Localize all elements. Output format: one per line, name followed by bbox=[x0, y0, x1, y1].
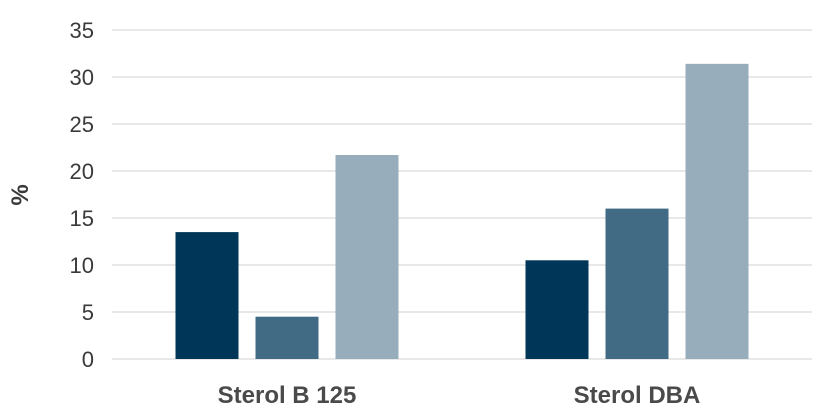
bar-series-1 bbox=[525, 260, 589, 359]
category-label: Sterol DBA bbox=[574, 382, 701, 408]
bar-series-2 bbox=[255, 316, 319, 359]
y-tick-label: 10 bbox=[70, 253, 94, 278]
y-tick-label: 25 bbox=[70, 112, 94, 137]
y-tick-label: 30 bbox=[70, 65, 94, 90]
bar-series-3 bbox=[685, 63, 749, 360]
y-tick-label: 35 bbox=[70, 18, 94, 43]
y-tick-label: 15 bbox=[70, 206, 94, 231]
bars bbox=[175, 63, 749, 360]
y-tick-label: 20 bbox=[70, 159, 94, 184]
bar-series-3 bbox=[335, 155, 399, 359]
category-label: Sterol B 125 bbox=[218, 382, 357, 408]
bar-series-2 bbox=[605, 208, 669, 359]
y-tick-label: 0 bbox=[82, 347, 94, 372]
y-axis-title: % bbox=[7, 184, 34, 205]
y-tick-labels: 0 5 10 15 20 25 30 35 bbox=[70, 18, 94, 372]
y-tick-label: 5 bbox=[82, 300, 94, 325]
category-labels: Sterol B 125 Sterol DBA bbox=[218, 382, 701, 408]
bar-series-1 bbox=[175, 232, 239, 359]
